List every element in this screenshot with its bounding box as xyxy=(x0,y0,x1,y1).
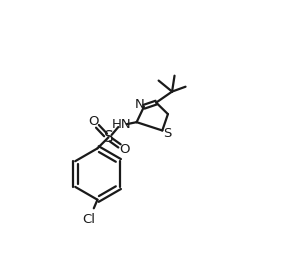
Text: O: O xyxy=(119,143,130,156)
Text: HN: HN xyxy=(112,118,132,131)
Text: O: O xyxy=(89,115,99,128)
Text: S: S xyxy=(104,130,113,145)
Text: Cl: Cl xyxy=(82,213,95,226)
Text: S: S xyxy=(164,127,172,140)
Text: N: N xyxy=(135,98,144,111)
